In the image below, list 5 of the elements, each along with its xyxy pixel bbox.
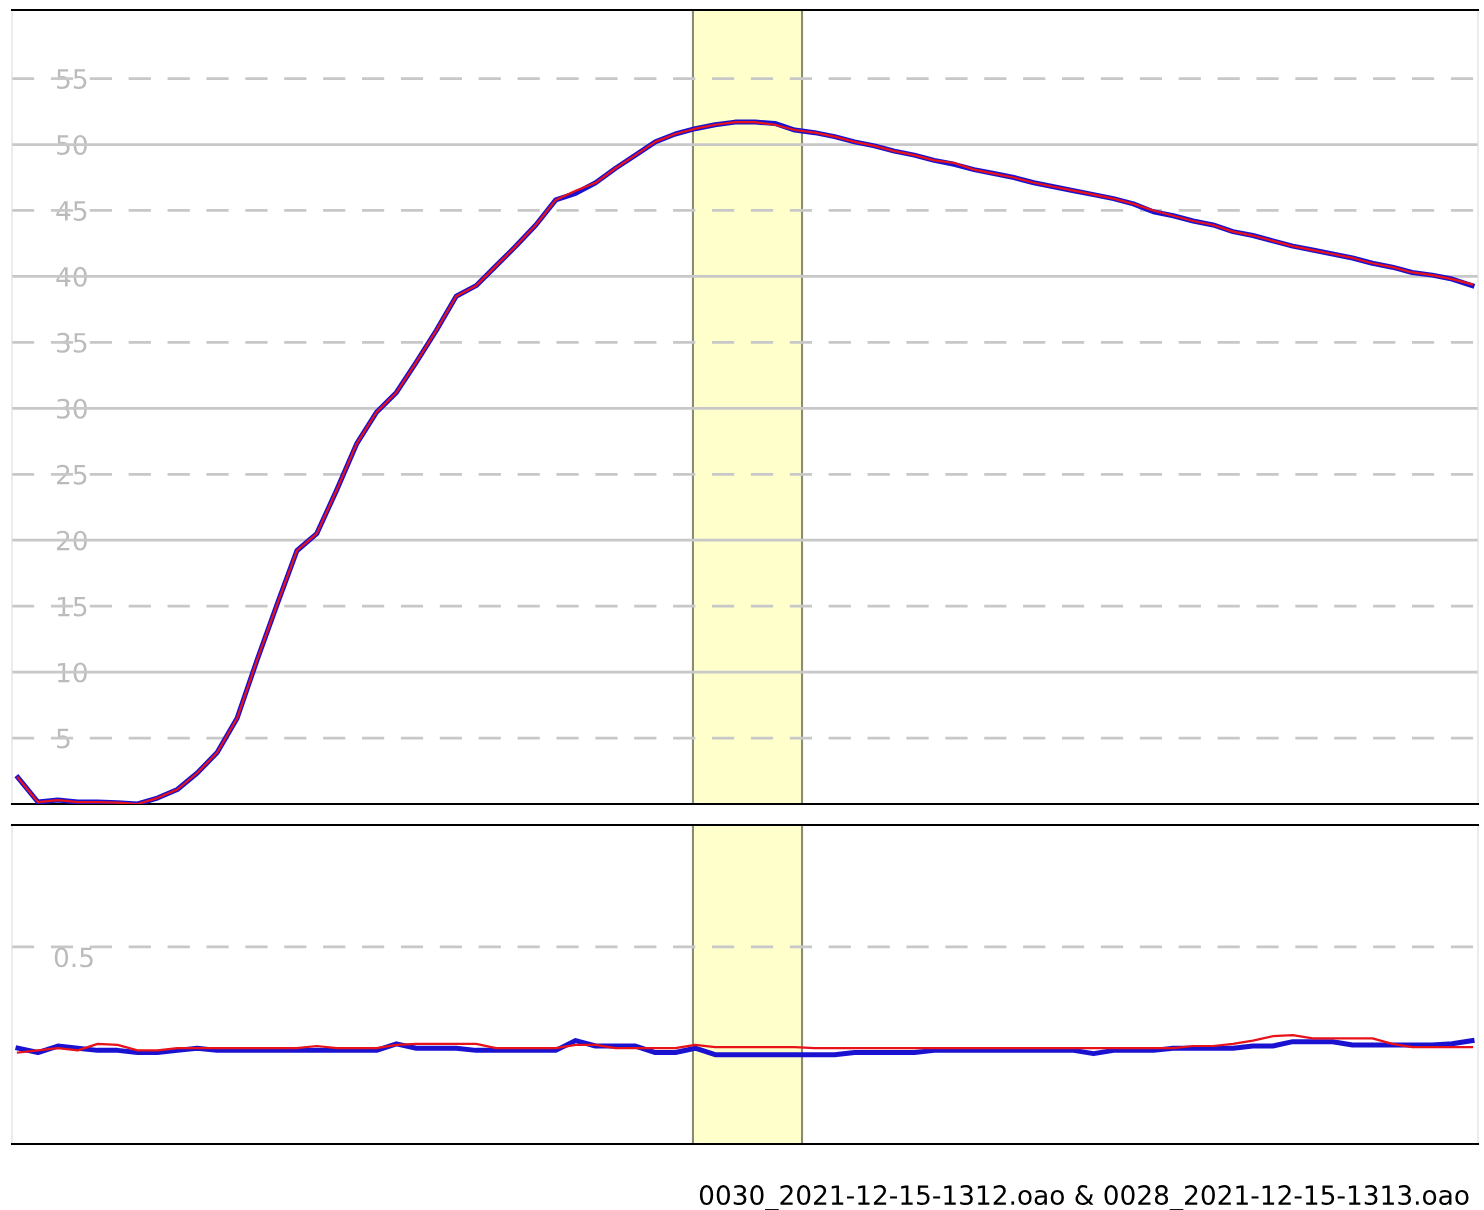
y-tick-label: 15 — [57, 596, 87, 617]
y-tick-label: 25 — [56, 464, 87, 485]
y-tick-label: 55 — [57, 69, 87, 89]
text: 0.5 — [54, 947, 93, 968]
text: 0030_2021-12-15-1312.oao & 0028_2021-12-15-1313.oao — [699, 1185, 1469, 1210]
